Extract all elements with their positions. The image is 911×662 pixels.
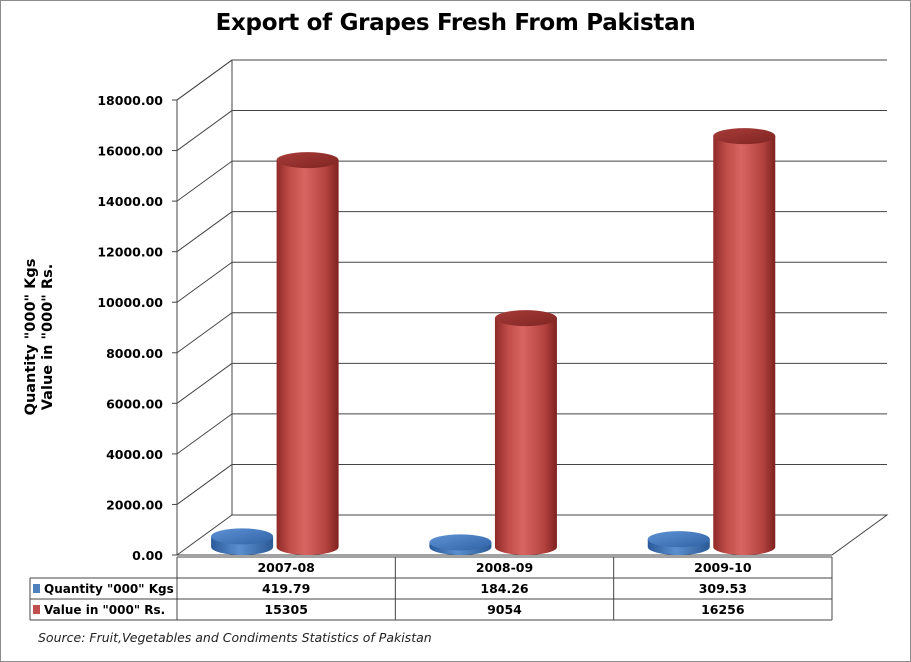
- y-tick-label: 12000.00: [97, 245, 163, 260]
- chart-title: Export of Grapes Fresh From Pakistan: [215, 10, 696, 36]
- gridline-side: [176, 464, 233, 505]
- bar-top: [429, 534, 492, 551]
- bar-value: [276, 152, 339, 556]
- bar-top: [713, 128, 776, 145]
- y-tick-label: 10000.00: [97, 295, 163, 310]
- gridline-side: [176, 211, 233, 253]
- bar-quantity: [429, 534, 492, 555]
- y-tick-label: 18000.00: [97, 93, 163, 108]
- bar-top: [211, 528, 274, 545]
- gridline-side: [176, 110, 233, 151]
- bar-quantity: [647, 531, 710, 555]
- bar-value: [494, 310, 557, 555]
- data-label: 9054: [487, 602, 522, 617]
- y-tick-label: 14000.00: [97, 194, 163, 209]
- source-note: Source: Fruit,Vegetables and Condiments …: [38, 630, 432, 645]
- legend-label: Value in "000" Rs.: [44, 603, 165, 617]
- gridline-side: [176, 413, 233, 455]
- left-wall-edge: [176, 59, 233, 555]
- data-table: 2007-08 2008-09 2009-10 Quantity "000" Kgs 4…: [29, 556, 833, 621]
- data-label: 419.79: [262, 581, 310, 596]
- x-category-label: 2008-09: [476, 560, 533, 575]
- gridlines: [176, 59, 887, 505]
- y-tick-label: 4000.00: [106, 447, 163, 462]
- bar-value: [713, 128, 776, 555]
- bar-body: [494, 318, 557, 555]
- bar-quantity: [211, 528, 274, 555]
- bar-top: [494, 310, 557, 327]
- x-category-label: 2007-08: [257, 560, 314, 575]
- gridline-side: [176, 59, 233, 101]
- y-tick-label: 8000.00: [106, 346, 163, 361]
- y-tick-label: 6000.00: [106, 396, 163, 411]
- bar-top: [647, 531, 710, 548]
- bar-body: [276, 160, 339, 556]
- y-tick-labels: 0.00 2000.00 4000.00 6000.00 8000.00 10000.00…: [97, 93, 177, 563]
- gridline-side: [176, 312, 233, 354]
- gridline-side: [176, 160, 233, 202]
- bar-body: [713, 136, 776, 555]
- data-label: 15305: [264, 602, 308, 617]
- legend-swatch: [33, 605, 40, 614]
- gridline-side: [176, 362, 233, 404]
- legend-swatch: [33, 584, 40, 593]
- floor-outline: [175, 514, 889, 556]
- x-category-label: 2009-10: [694, 560, 752, 575]
- data-label: 309.53: [699, 581, 747, 596]
- bars: [211, 128, 776, 556]
- gridline-side: [176, 261, 233, 303]
- y-tick-label: 0.00: [132, 548, 163, 563]
- data-label: 184.26: [480, 581, 529, 596]
- legend-label: Quantity "000" Kgs: [44, 582, 174, 596]
- y-tick-label: 2000.00: [106, 497, 163, 512]
- bar-top: [276, 152, 339, 169]
- data-label: 16256: [701, 602, 745, 617]
- y-tick-label: 16000.00: [97, 144, 163, 159]
